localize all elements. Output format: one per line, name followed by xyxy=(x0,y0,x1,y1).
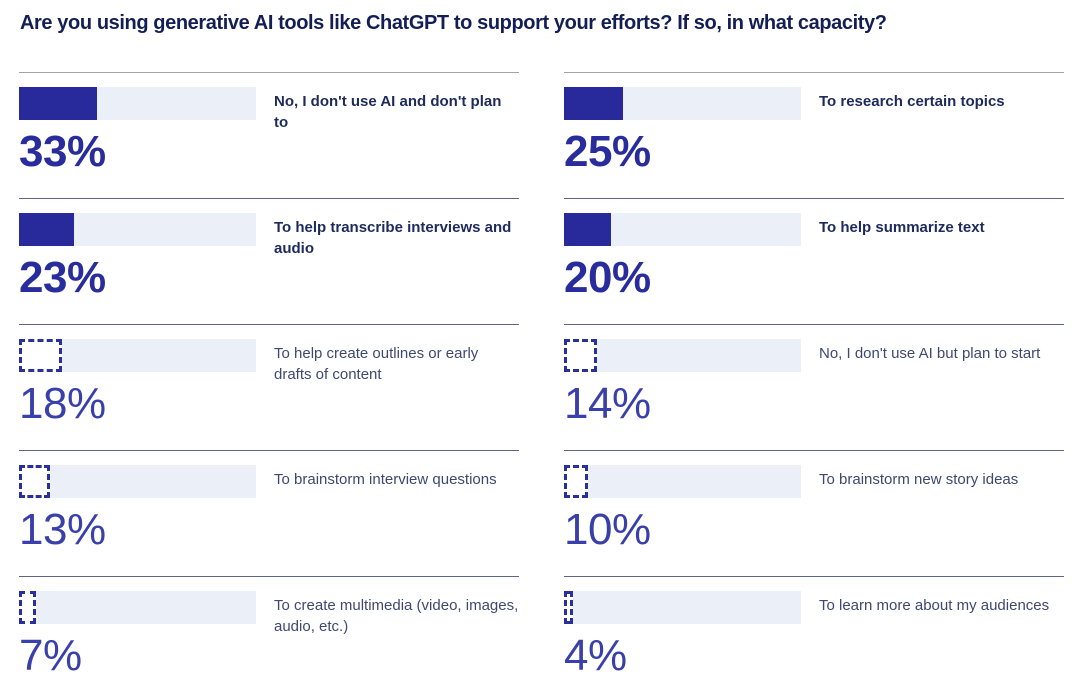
bar-column: 14% xyxy=(564,339,801,426)
bar-fill xyxy=(19,339,62,372)
bar-fill xyxy=(19,465,50,498)
bar-value: 23% xyxy=(19,253,106,302)
bar-value: 13% xyxy=(19,505,106,554)
bar-row: 25% To research certain topics xyxy=(564,72,1064,198)
bar-row: 18% To help create outlines or early dra… xyxy=(19,324,519,450)
bar-label: To learn more about my audiences xyxy=(819,597,1050,614)
bar-row: 7% To create multimedia (video, images, … xyxy=(19,576,519,695)
bar-row: 13% To brainstorm interview questions xyxy=(19,450,519,576)
bar-row: 10% To brainstorm new story ideas xyxy=(564,450,1064,576)
bar-label: To create multimedia (video, images, aud… xyxy=(274,597,519,635)
bar-fill xyxy=(564,465,588,498)
bar-column: 25% xyxy=(564,87,801,174)
bar-label: To brainstorm new story ideas xyxy=(819,471,1019,488)
bar-row: 20% To help summarize text xyxy=(564,198,1064,324)
bar-value: 18% xyxy=(19,379,106,428)
bar-value: 7% xyxy=(19,631,82,680)
bar-row: 4% To learn more about my audiences xyxy=(564,576,1064,695)
bar-track xyxy=(19,465,256,498)
bar-fill xyxy=(19,591,36,624)
bar-value: 14% xyxy=(564,379,651,428)
bar-value: 4% xyxy=(564,631,627,680)
bar-column: 4% xyxy=(564,591,801,678)
bar-track xyxy=(564,339,801,372)
bar-fill xyxy=(564,339,598,372)
bar-fill xyxy=(564,213,612,246)
bar-label: To help transcribe interviews and audio xyxy=(274,219,512,257)
bar-value: 20% xyxy=(564,253,651,302)
bar-label: To help summarize text xyxy=(819,219,985,236)
bar-track xyxy=(564,213,801,246)
bar-row: 23% To help transcribe interviews and au… xyxy=(19,198,519,324)
bar-column: 18% xyxy=(19,339,256,426)
bar-label: No, I don't use AI but plan to start xyxy=(819,345,1041,362)
bar-label: No, I don't use AI and don't plan to xyxy=(274,93,502,131)
bar-value: 33% xyxy=(19,127,106,176)
bar-label: To brainstorm interview questions xyxy=(274,471,497,488)
bar-track xyxy=(19,87,256,120)
bar-track xyxy=(19,213,256,246)
bar-track xyxy=(19,339,256,372)
bar-column: 33% xyxy=(19,87,256,174)
bar-row: 14% No, I don't use AI but plan to start xyxy=(564,324,1064,450)
chart-column-1: 33% No, I don't use AI and don't plan to… xyxy=(19,72,519,695)
bar-label: To research certain topics xyxy=(819,93,1005,110)
chart-column-2: 25% To research certain topics 20% To he… xyxy=(564,72,1064,695)
bar-column: 10% xyxy=(564,465,801,552)
bar-value: 10% xyxy=(564,505,651,554)
bar-fill xyxy=(564,591,574,624)
bar-track xyxy=(564,465,801,498)
bar-track xyxy=(564,591,801,624)
bar-column: 20% xyxy=(564,213,801,300)
bar-fill xyxy=(19,213,74,246)
bar-value: 25% xyxy=(564,127,651,176)
bar-track xyxy=(19,591,256,624)
bar-fill xyxy=(19,87,98,120)
bar-track xyxy=(564,87,801,120)
chart-grid: 33% No, I don't use AI and don't plan to… xyxy=(19,72,1080,695)
bar-column: 13% xyxy=(19,465,256,552)
bar-column: 7% xyxy=(19,591,256,678)
bar-column: 23% xyxy=(19,213,256,300)
bar-row: 33% No, I don't use AI and don't plan to xyxy=(19,72,519,198)
page-title: Are you using generative AI tools like C… xyxy=(20,12,887,34)
bar-label: To help create outlines or early drafts … xyxy=(274,345,479,383)
bar-fill xyxy=(564,87,624,120)
